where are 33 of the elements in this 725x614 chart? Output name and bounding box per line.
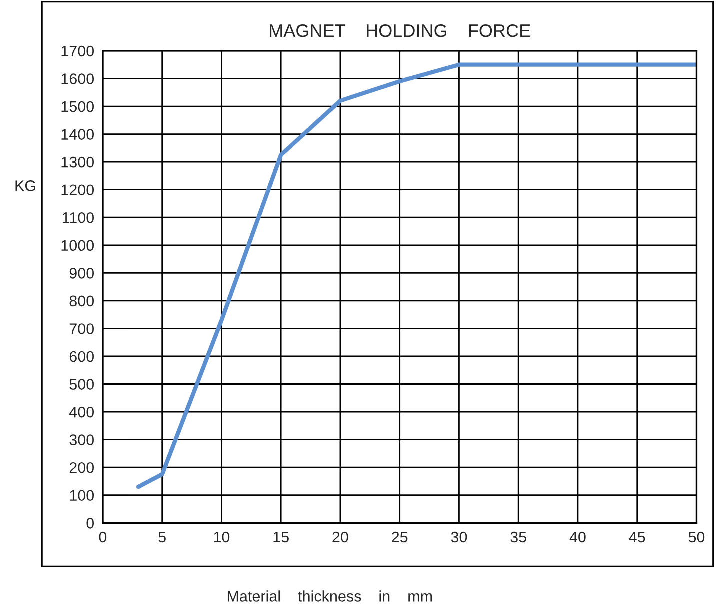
y-tick-label: 900 xyxy=(70,268,94,279)
y-tick-label: 100 xyxy=(70,490,94,502)
line-series xyxy=(136,62,697,490)
x-tick-label: 35 xyxy=(510,532,526,543)
x-tick-label: 40 xyxy=(570,532,586,543)
y-tick-label: 1300 xyxy=(62,156,94,168)
x-tick-label: 10 xyxy=(214,532,230,543)
y-tick-label: 600 xyxy=(70,351,94,362)
y-tick-label: 1400 xyxy=(62,129,94,140)
y-tick-label: 0 xyxy=(86,518,94,529)
x-tick-label: 20 xyxy=(332,532,348,543)
y-tick-label: 800 xyxy=(70,296,94,307)
y-tick-label: 700 xyxy=(70,324,94,334)
y-tick-label: 300 xyxy=(70,434,94,446)
y-tick-label: 200 xyxy=(70,462,94,474)
chart-title: MAGNET HOLDING FORCE xyxy=(270,24,530,38)
x-tick-label: 0 xyxy=(99,532,107,543)
y-tick-label: 1000 xyxy=(62,240,94,252)
x-tick-label: 45 xyxy=(629,532,646,543)
y-axis-title: KG xyxy=(16,180,36,192)
y-tick-label: 500 xyxy=(70,379,94,390)
x-tick-label: 25 xyxy=(392,532,408,543)
y-tick-label: 1200 xyxy=(62,184,94,196)
x-tick-label: 15 xyxy=(274,532,289,543)
x-tick-label: 5 xyxy=(158,532,166,543)
y-tick-label: 1500 xyxy=(62,101,94,112)
x-tick-label: 50 xyxy=(688,532,705,543)
y-tick-label: 1100 xyxy=(62,212,94,224)
y-tick-label: 1600 xyxy=(62,74,94,84)
x-tick-label: 30 xyxy=(451,532,468,543)
y-tick-label: 1700 xyxy=(62,46,94,57)
x-axis-title: Material thickness in mm xyxy=(228,590,432,602)
y-tick-label: 400 xyxy=(69,406,94,418)
